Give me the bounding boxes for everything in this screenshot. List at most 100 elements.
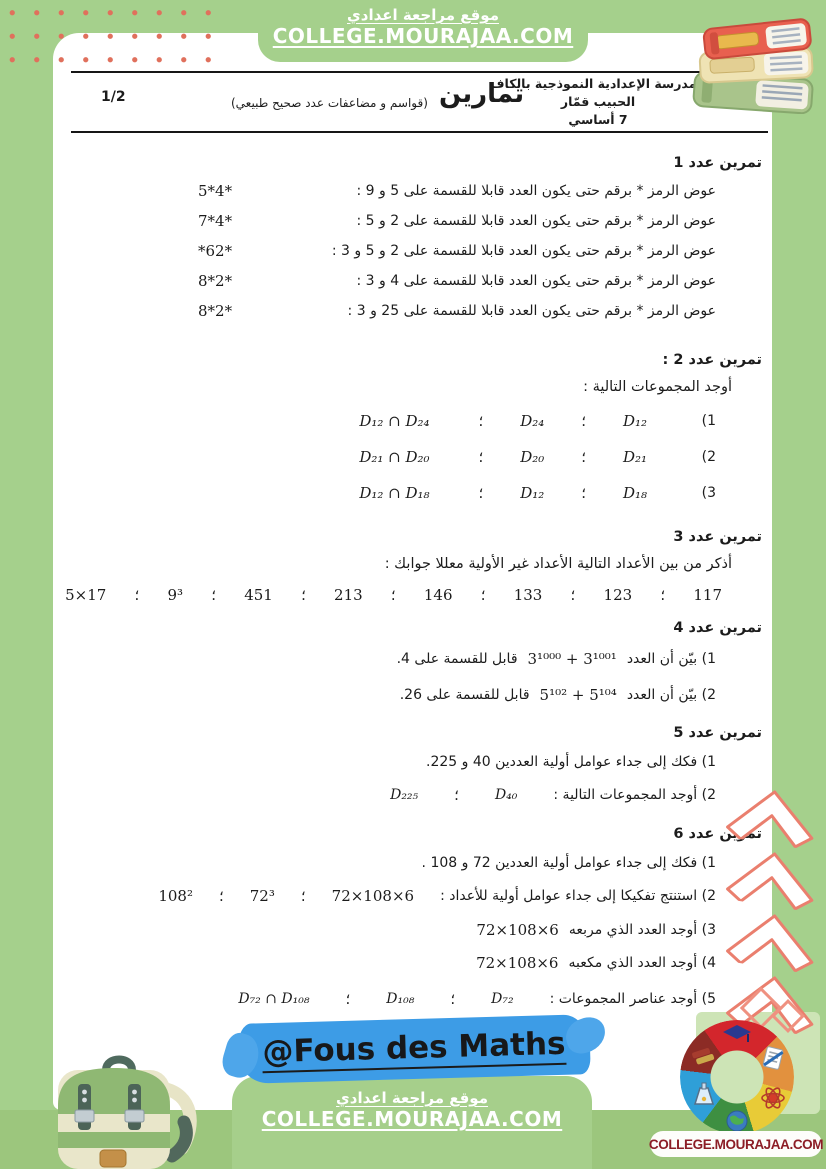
separator: ؛ <box>345 990 351 1008</box>
exercise-line: 1) فكك إلى جداء عوامل أولية العددين 72 و… <box>53 847 716 879</box>
number: 123 <box>603 586 633 604</box>
set-symbol: D₁₂ <box>622 412 648 430</box>
chevron-up-icon <box>726 852 814 911</box>
statement: قابل للقسمة على 4. <box>396 651 518 667</box>
exercise-3-title: تمرين عدد 3 <box>673 529 762 545</box>
school-block: المدرسة الإعدادية النموذجية بالكاف الحبي… <box>462 75 734 129</box>
statement: عوض الرمز * برقم حتى يكون العدد قابلا لل… <box>347 303 716 319</box>
statement: 3) أوجد العدد الذي مربعه <box>568 921 716 938</box>
power-sum-expression: 3¹⁰⁰⁰ + 3¹⁰⁰¹ <box>527 650 617 668</box>
product-expression: 72×108×6 <box>476 920 559 939</box>
grade-level: 7 أساسي <box>568 112 628 127</box>
separator: ؛ <box>134 586 140 604</box>
backpack-icon <box>58 1055 197 1169</box>
number-with-stars: *62* <box>198 242 233 260</box>
exercise-5-title: تمرين عدد 5 <box>673 725 762 741</box>
number: 133 <box>513 586 543 604</box>
separator: ؛ <box>390 586 396 604</box>
chevron-up-icon <box>726 790 814 849</box>
separator: ؛ <box>581 412 586 430</box>
exercise-line: عوض الرمز * برقم حتى يكون العدد قابلا لل… <box>198 296 716 326</box>
row-number: 1) <box>701 413 716 429</box>
separator: ؛ <box>450 990 456 1008</box>
flask-icon <box>693 1082 715 1105</box>
school-name: المدرسة الإعدادية النموذجية بالكاف <box>490 76 706 91</box>
separator: ؛ <box>581 448 586 466</box>
chevron-up-icon <box>726 914 814 973</box>
set-row: 1) D₁₂ ؛ D₂₄ ؛ D₁₂ ∩ D₂₄ <box>53 403 716 439</box>
set-symbol: D₂₁ <box>622 448 648 466</box>
separator: ؛ <box>570 586 576 604</box>
product-expression: 72×108×6 <box>476 953 559 972</box>
graduation-cap-icon <box>723 1025 751 1039</box>
statement: عوض الرمز * برقم حتى يكون العدد قابلا لل… <box>356 183 716 199</box>
top-banner-site-name: موقع مراجعة اعدادي <box>347 6 499 24</box>
set-intersection: D₂₁ ∩ D₂₀ <box>359 448 430 466</box>
exercise-2: تمرين عدد 2 : أوجد المجموعات التالية : 1… <box>53 352 772 511</box>
top-banner: موقع مراجعة اعدادي COLLEGE.MOURAJAA.COM <box>258 0 588 62</box>
product-expression: 72×108×6 <box>331 887 415 905</box>
separator: ؛ <box>454 786 459 804</box>
bottom-banner-site-url: COLLEGE.MOURAJAA.COM <box>261 1107 563 1131</box>
set-intersection: D₇₂ ∩ D₁₀₈ <box>238 991 310 1007</box>
exercise-6: تمرين عدد 6 1) فكك إلى جداء عوامل أولية … <box>53 826 772 1019</box>
exercise-line: 2) بيّن أن العدد 5¹⁰² + 5¹⁰⁴ قابل للقسمة… <box>53 677 716 713</box>
books-stack-icon <box>692 18 814 114</box>
worksheet-page: المدرسة الإعدادية النموذجية بالكاف الحبي… <box>53 33 772 1110</box>
number: 9³ <box>167 586 184 604</box>
exercise-line: 5) أوجد عناصر المجموعات : D₇₂ ؛ D₁₀₈ ؛ D… <box>53 979 716 1019</box>
exercise-line: 1) فكك إلى جداء عوامل أولية العددين 40 و… <box>53 746 716 778</box>
exercise-1: تمرين عدد 1 عوض الرمز * برقم حتى يكون ال… <box>53 155 772 326</box>
row-number: 3) <box>701 485 716 501</box>
number-with-stars: 8*2* <box>198 272 233 290</box>
exercise-line: عوض الرمز * برقم حتى يكون العدد قابلا لل… <box>198 236 716 266</box>
numbers-row: 117 ؛ 123 ؛ 133 ؛ 146 ؛ 213 ؛ 451 ؛ 9³ ؛… <box>65 580 722 610</box>
statement: 1) بيّن أن العدد <box>626 651 716 667</box>
atom-icon <box>761 1087 785 1109</box>
brush-stroke: @Fous des Maths <box>237 1014 591 1084</box>
set-symbol: D₂₄ <box>520 412 545 430</box>
separator: ؛ <box>211 586 217 604</box>
bottom-banner-site-name: موقع مراجعة اعدادي <box>336 1089 488 1107</box>
statement: 5) أوجد عناصر المجموعات : <box>549 991 716 1007</box>
exercise-line: 2) استنتج تفكيكا إلى جداء عوامل أولية لل… <box>53 879 716 913</box>
set-intersection: D₁₂ ∩ D₁₈ <box>359 484 430 502</box>
document-title: تمارين <box>439 79 525 109</box>
number: 117 <box>693 586 722 604</box>
exercise-line: 4) أوجد العدد الذي مكعبه 72×108×6 <box>53 946 716 979</box>
statement: 1) فكك إلى جداء عوامل أولية العددين 40 و… <box>425 754 716 770</box>
set-symbol: D₄₀ <box>494 787 518 803</box>
top-banner-site-url: COLLEGE.MOURAJAA.COM <box>272 24 574 48</box>
exercise-line: عوض الرمز * برقم حتى يكون العدد قابلا لل… <box>198 206 716 236</box>
power-expression: 108² <box>158 887 193 905</box>
exercise-4: تمرين عدد 4 1) بيّن أن العدد 3¹⁰⁰⁰ + 3¹⁰… <box>53 620 772 713</box>
number: 213 <box>334 586 363 604</box>
bottom-banner: موقع مراجعة اعدادي COLLEGE.MOURAJAA.COM <box>232 1076 592 1169</box>
set-row: 2) D₂₁ ؛ D₂₀ ؛ D₂₁ ∩ D₂₀ <box>53 439 716 475</box>
set-symbol: D₁₂ <box>520 484 545 502</box>
document-header: المدرسة الإعدادية النموذجية بالكاف الحبي… <box>71 71 768 133</box>
number-with-stars: 5*4* <box>198 182 233 200</box>
separator: ؛ <box>218 887 224 905</box>
set-symbol: D₁₀₈ <box>386 991 415 1007</box>
row-number: 2) <box>701 449 716 465</box>
statement: عوض الرمز * برقم حتى يكون العدد قابلا لل… <box>356 213 716 229</box>
exercise-1-title: تمرين عدد 1 <box>673 155 762 171</box>
page-number: 1/2 <box>101 89 126 105</box>
exercise-line: 3) أوجد العدد الذي مربعه 72×108×6 <box>53 913 716 946</box>
exercise-3-intro: أذكر من بين الأعداد التالية الأعداد غير … <box>384 556 732 572</box>
exercise-5: تمرين عدد 5 1) فكك إلى جداء عوامل أولية … <box>53 725 772 812</box>
exercise-line: عوض الرمز * برقم حتى يكون العدد قابلا لل… <box>198 266 716 296</box>
separator: ؛ <box>300 887 306 905</box>
separator: ؛ <box>478 484 484 502</box>
statement: عوض الرمز * برقم حتى يكون العدد قابلا لل… <box>331 243 716 259</box>
exercise-4-title: تمرين عدد 4 <box>673 620 762 636</box>
exercise-6-title: تمرين عدد 6 <box>673 826 762 842</box>
document-subtitle: (قواسم و مضاعفات عدد صحيح طبيعي) <box>231 96 428 110</box>
statement: 2) بيّن أن العدد <box>626 687 716 703</box>
separator: ؛ <box>301 586 306 604</box>
statement: قابل للقسمة على 26. <box>399 687 530 703</box>
small-books-icon <box>692 1048 715 1065</box>
exercise-2-intro: أوجد المجموعات التالية : <box>583 379 732 395</box>
dot-grid-pattern <box>0 0 214 63</box>
